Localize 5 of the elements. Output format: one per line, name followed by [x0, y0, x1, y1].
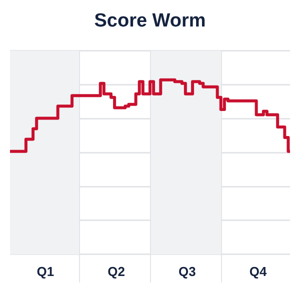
- x-tick-label: Q3: [178, 264, 196, 279]
- x-tick-label: Q1: [36, 264, 54, 279]
- x-tick-label: Q4: [249, 264, 268, 279]
- chart-title: Score Worm: [94, 10, 206, 32]
- x-tick-label: Q2: [108, 264, 125, 279]
